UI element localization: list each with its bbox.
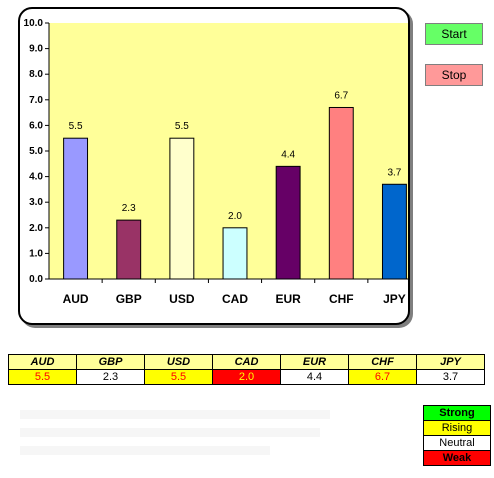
- data-label-aud: 5.5: [69, 121, 83, 132]
- status-legend: Strong Rising Neutral Weak: [423, 405, 491, 466]
- status-neutral: Neutral: [423, 435, 491, 451]
- table-header-cad: CAD: [212, 354, 281, 370]
- bar-jpy: [381, 183, 407, 280]
- faded-text-line: [20, 428, 320, 437]
- x-tick-label-jpy: JPY: [383, 292, 406, 306]
- y-tick-label: 2.0: [29, 223, 43, 234]
- y-tick-label: 9.0: [29, 44, 43, 55]
- table-value-aud: 5.5: [8, 369, 77, 385]
- y-tick-label: 3.0: [29, 197, 43, 208]
- y-tick-label: 7.0: [29, 95, 43, 106]
- x-tick-label-eur: EUR: [275, 292, 301, 306]
- y-tick-label: 10.0: [24, 18, 44, 29]
- bar-chart: 0.0 1.0 2.0 3.0 4.0 5.0 6.0 7.0 8.0 9.0 10.0 5.5 AUD…: [24, 18, 408, 306]
- status-strong: Strong: [423, 405, 491, 421]
- data-label-gbp: 2.3: [122, 203, 136, 214]
- data-label-chf: 6.7: [334, 90, 348, 101]
- table-value-jpy: 3.7: [416, 369, 485, 385]
- y-tick-label: 5.0: [29, 146, 43, 157]
- faded-text-line: [20, 446, 270, 455]
- table-header-jpy: JPY: [416, 354, 485, 370]
- table-header-usd: USD: [144, 354, 213, 370]
- bar-eur: [275, 165, 301, 280]
- data-label-eur: 4.4: [281, 149, 295, 160]
- table-header-gbp: GBP: [76, 354, 145, 370]
- bar-cad: [222, 227, 248, 280]
- bar-usd: [169, 137, 195, 280]
- status-weak: Weak: [423, 450, 491, 466]
- start-button[interactable]: Start: [425, 23, 483, 45]
- table-header-eur: EUR: [280, 354, 349, 370]
- data-label-jpy: 3.7: [387, 167, 401, 178]
- stop-button[interactable]: Stop: [425, 64, 483, 86]
- y-tick-label: 1.0: [29, 248, 43, 259]
- data-label-usd: 5.5: [175, 121, 189, 132]
- table-value-gbp: 2.3: [76, 369, 145, 385]
- status-rising: Rising: [423, 420, 491, 436]
- table-value-cad: 2.0: [212, 369, 281, 385]
- table-header-row: AUD GBP USD CAD EUR CHF JPY: [8, 354, 485, 370]
- x-tick-label-chf: CHF: [329, 292, 354, 306]
- faded-text-line: [20, 410, 330, 419]
- table-header-aud: AUD: [8, 354, 77, 370]
- y-tick-label: 8.0: [29, 69, 43, 80]
- table-value-eur: 4.4: [280, 369, 349, 385]
- y-tick-label: 0.0: [29, 274, 43, 285]
- data-label-cad: 2.0: [228, 211, 242, 222]
- y-tick-label: 6.0: [29, 120, 43, 131]
- x-tick-label-aud: AUD: [63, 292, 89, 306]
- x-tick-label-cad: CAD: [222, 292, 248, 306]
- table-header-chf: CHF: [348, 354, 417, 370]
- currency-strength-table: AUD GBP USD CAD EUR CHF JPY 5.5 2.3 5.5 2.0 4.4 6.7…: [8, 354, 485, 385]
- table-value-chf: 6.7: [348, 369, 417, 385]
- bar-chf: [328, 106, 354, 280]
- chart-panel: 0.0 1.0 2.0 3.0 4.0 5.0 6.0 7.0 8.0 9.0 10.0 5.5 AUD…: [18, 7, 410, 325]
- table-value-usd: 5.5: [144, 369, 213, 385]
- table-value-row: 5.5 2.3 5.5 2.0 4.4 6.7 3.7: [8, 369, 485, 385]
- bar-aud: [63, 137, 89, 280]
- x-tick-label-gbp: GBP: [116, 292, 142, 306]
- x-tick-label-usd: USD: [169, 292, 195, 306]
- y-tick-label: 4.0: [29, 172, 43, 183]
- bar-gbp: [116, 219, 142, 280]
